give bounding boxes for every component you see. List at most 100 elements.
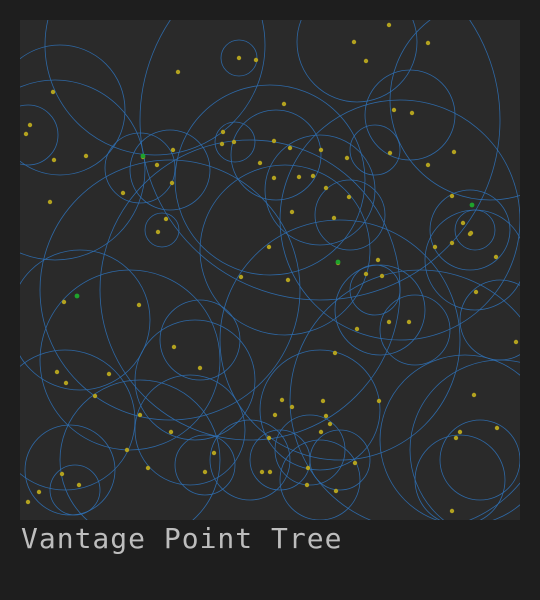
- partition-circle: [259, 349, 381, 471]
- data-point: [171, 344, 177, 350]
- data-point: [333, 488, 339, 494]
- partition-circle: [20, 249, 151, 391]
- data-points: [23, 22, 519, 514]
- data-point: [25, 499, 31, 505]
- data-point: [266, 435, 272, 441]
- data-point: [494, 425, 500, 431]
- data-point: [163, 216, 169, 222]
- partition-circle: [174, 84, 366, 276]
- highlighted-points: [74, 153, 475, 299]
- partition-circle: [104, 132, 176, 204]
- data-point: [76, 482, 82, 488]
- data-point: [287, 145, 293, 151]
- data-point: [47, 199, 53, 205]
- data-point: [386, 319, 392, 325]
- data-point: [332, 350, 338, 356]
- data-point: [363, 58, 369, 64]
- data-point: [54, 369, 60, 375]
- data-point: [219, 141, 225, 147]
- partition-circle: [429, 189, 511, 271]
- partition-circle: [144, 212, 180, 248]
- partition-circle: [214, 121, 256, 163]
- data-point: [145, 465, 151, 471]
- partition-circles: [20, 20, 520, 520]
- data-point: [281, 101, 287, 107]
- data-point: [289, 209, 295, 215]
- data-point: [409, 110, 415, 116]
- partition-circle: [49, 464, 101, 516]
- data-point: [352, 460, 358, 466]
- partition-circle: [379, 354, 520, 520]
- data-point: [59, 471, 65, 477]
- partition-circle: [129, 129, 211, 211]
- data-point: [36, 489, 42, 495]
- data-point: [432, 244, 438, 250]
- partition-circle: [39, 159, 301, 421]
- data-point: [271, 175, 277, 181]
- partition-circle: [220, 39, 258, 77]
- data-point: [346, 194, 352, 200]
- data-point: [169, 180, 175, 186]
- data-point: [257, 160, 263, 166]
- data-point: [310, 173, 316, 179]
- partition-circle: [39, 269, 221, 451]
- data-point: [451, 149, 457, 155]
- data-point: [289, 404, 295, 410]
- data-point: [304, 482, 310, 488]
- partition-circle: [199, 164, 371, 336]
- partition-circle: [159, 299, 241, 381]
- vp-tree-diagram: [20, 20, 520, 520]
- highlighted-point: [335, 259, 341, 265]
- data-point: [279, 397, 285, 403]
- data-point: [327, 421, 333, 427]
- highlighted-point: [469, 202, 475, 208]
- partition-circle: [389, 20, 520, 201]
- partition-circle: [334, 264, 426, 356]
- partition-circle: [99, 139, 401, 441]
- diagram-title: Vantage Point Tree: [21, 522, 343, 555]
- data-point: [137, 412, 143, 418]
- data-point: [375, 257, 381, 263]
- data-point: [473, 289, 479, 295]
- data-point: [305, 465, 311, 471]
- data-point: [391, 107, 397, 113]
- partition-circle: [349, 264, 401, 316]
- partition-circle: [274, 414, 346, 486]
- partition-circle: [230, 109, 322, 201]
- data-point: [61, 299, 67, 305]
- partition-circle: [134, 374, 246, 486]
- data-point: [449, 240, 455, 246]
- data-point: [267, 469, 273, 475]
- data-point: [376, 398, 382, 404]
- data-point: [354, 326, 360, 332]
- data-point: [331, 215, 337, 221]
- partition-circle: [279, 99, 520, 341]
- partition-circle: [24, 424, 116, 516]
- data-point: [449, 508, 455, 514]
- data-point: [457, 429, 463, 435]
- data-point: [106, 371, 112, 377]
- partition-circle: [139, 20, 501, 301]
- data-point: [271, 138, 277, 144]
- data-point: [238, 274, 244, 280]
- data-point: [50, 89, 56, 95]
- partition-circle: [439, 419, 520, 501]
- data-point: [467, 231, 473, 237]
- highlighted-point: [140, 153, 146, 159]
- partition-circle: [314, 179, 386, 251]
- data-point: [272, 412, 278, 418]
- data-point: [363, 271, 369, 277]
- partition-circle: [414, 434, 506, 520]
- data-point: [318, 147, 324, 153]
- partition-circle: [20, 349, 136, 491]
- data-point: [63, 380, 69, 386]
- data-point: [27, 122, 33, 128]
- data-point: [155, 229, 161, 235]
- data-point: [344, 155, 350, 161]
- partition-circle: [59, 379, 221, 520]
- data-point: [387, 150, 393, 156]
- vp-tree-canvas: [20, 20, 520, 520]
- partition-circle: [349, 124, 401, 176]
- data-point: [124, 447, 130, 453]
- partition-circle: [44, 20, 266, 156]
